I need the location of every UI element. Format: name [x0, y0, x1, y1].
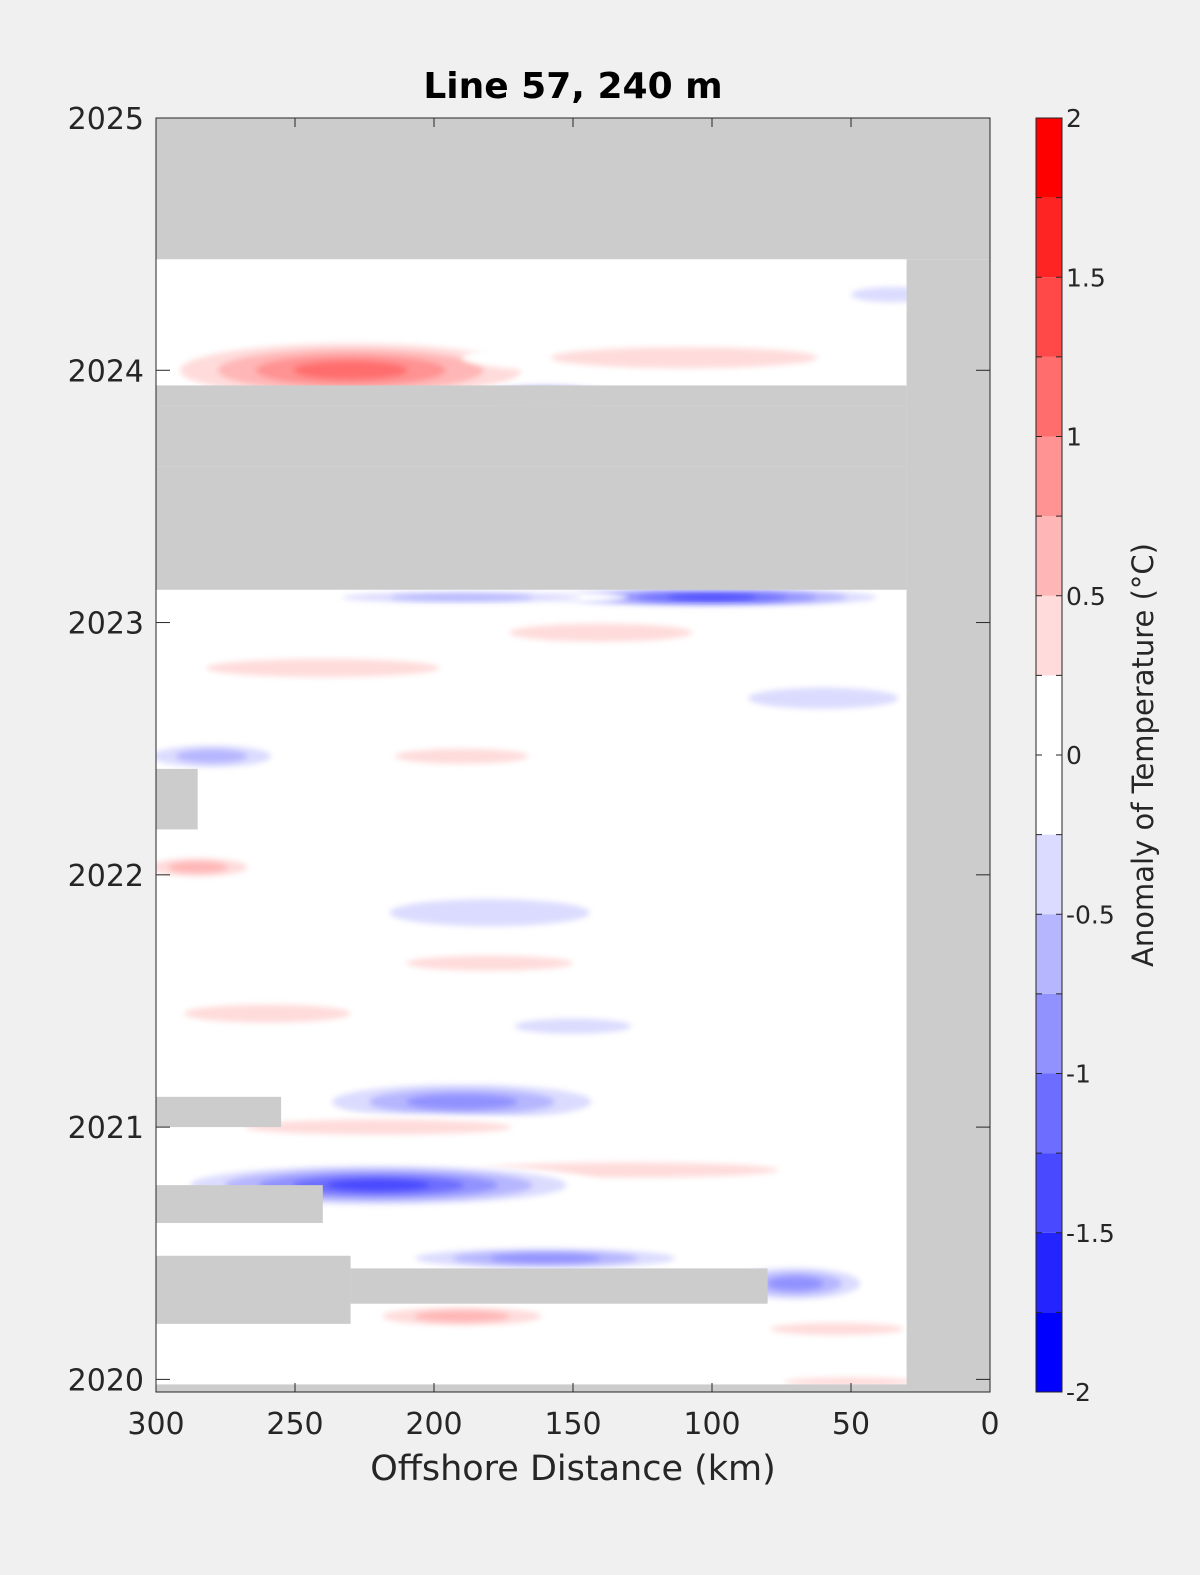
colorbar: 2 1.5 1 0.5 0 -0.5 -1 -1.5 -2	[1035, 104, 1115, 1407]
colorbar-swatch	[1036, 516, 1062, 596]
x-tick-label: 200	[405, 1407, 462, 1442]
anomaly-contour	[767, 1276, 824, 1291]
colorbar-tick-label: 0.5	[1066, 582, 1106, 611]
anomaly-contour	[406, 955, 573, 971]
anomaly-contour	[550, 347, 818, 369]
nodata-layer	[156, 118, 990, 1392]
colorbar-tick-label: -0.5	[1066, 900, 1115, 929]
x-tick-label: 300	[127, 1407, 184, 1442]
plot-area	[155, 117, 991, 1393]
colorbar-swatch	[1036, 1312, 1062, 1392]
anomaly-contour	[406, 1094, 518, 1110]
colorbar-swatch	[1036, 675, 1062, 755]
anomaly-contour	[514, 1018, 632, 1034]
nodata-region	[156, 118, 990, 260]
anomaly-contour	[414, 1310, 510, 1322]
nodata-region	[156, 466, 907, 590]
x-tick-label: 100	[683, 1407, 740, 1442]
anomaly-contour	[327, 1179, 430, 1191]
anomaly-contour	[389, 899, 590, 927]
colorbar-tick-label: 1	[1066, 423, 1082, 452]
anomaly-contour	[784, 1377, 918, 1387]
y-tick-label: 2025	[68, 102, 144, 137]
nodata-region	[156, 1185, 323, 1223]
y-axis: 2020 2021 2022 2023 2024 2025	[68, 102, 990, 1398]
colorbar-tick-label: -1	[1066, 1060, 1091, 1089]
y-tick-label: 2020	[68, 1363, 144, 1398]
colorbar-tick-label: 0	[1066, 741, 1082, 770]
anomaly-contour	[509, 623, 693, 642]
colorbar-swatch	[1036, 834, 1062, 915]
colorbar-swatch	[1036, 1073, 1062, 1154]
anomaly-contour	[667, 594, 757, 600]
anomaly-contour	[167, 861, 228, 873]
anomaly-contour	[156, 1354, 490, 1380]
colorbar-swatch	[1036, 436, 1062, 517]
x-tick-label: 0	[980, 1407, 999, 1442]
anomaly-contour	[183, 1004, 351, 1023]
colorbar-swatch	[1036, 1232, 1062, 1313]
nodata-region	[156, 1255, 351, 1324]
anomaly-contour	[206, 658, 440, 678]
x-tick-label: 250	[266, 1407, 323, 1442]
nodata-region	[156, 768, 198, 830]
nodata-region	[906, 259, 990, 1392]
anomaly-contour	[293, 361, 408, 380]
anomaly-contour	[748, 687, 899, 709]
x-axis: 300 250 200 150 100 50 0	[127, 118, 1000, 1442]
colorbar-swatch	[1036, 118, 1062, 198]
anomaly-contour	[175, 749, 248, 763]
colorbar-swatch	[1036, 277, 1062, 357]
anomaly-contour	[378, 1041, 546, 1062]
x-tick-label: 150	[544, 1407, 601, 1442]
y-tick-label: 2024	[68, 354, 144, 389]
colorbar-swatch	[1036, 356, 1062, 437]
x-axis-label: Offshore Distance (km)	[370, 1449, 776, 1489]
colorbar-swatch	[1036, 1153, 1062, 1233]
anomaly-contour	[244, 1119, 512, 1135]
nodata-region	[156, 1096, 282, 1128]
x-tick-label: 50	[832, 1407, 870, 1442]
colorbar-label: Anomaly of Temperature (°C)	[1126, 543, 1160, 967]
anomaly-contour	[503, 771, 643, 792]
colorbar-tick-label: 1.5	[1066, 263, 1106, 292]
colorbar-tick-label: -2	[1066, 1378, 1091, 1407]
nodata-region	[156, 405, 907, 467]
colorbar-swatch	[1036, 914, 1062, 994]
nodata-region	[156, 385, 907, 406]
anomaly-contour	[395, 748, 529, 764]
anomaly-contour	[770, 1322, 904, 1335]
anomaly-contour	[169, 261, 421, 288]
colorbar-swatch	[1036, 197, 1062, 278]
anomaly-contour	[489, 1254, 601, 1263]
colorbar-swatch	[1036, 595, 1062, 676]
y-tick-label: 2023	[68, 607, 144, 642]
colorbar-swatch	[1036, 755, 1062, 835]
colorbar-tick-label: 2	[1066, 104, 1082, 133]
anomaly-contour	[390, 594, 534, 601]
colorbar-swatch	[1036, 993, 1062, 1074]
y-tick-label: 2021	[68, 1111, 144, 1146]
colorbar-tick-label: -1.5	[1066, 1219, 1115, 1248]
anomaly-layer	[156, 261, 963, 1390]
y-tick-label: 2022	[68, 859, 144, 894]
chart-title: Line 57, 240 m	[423, 66, 722, 107]
nodata-region	[350, 1268, 768, 1304]
